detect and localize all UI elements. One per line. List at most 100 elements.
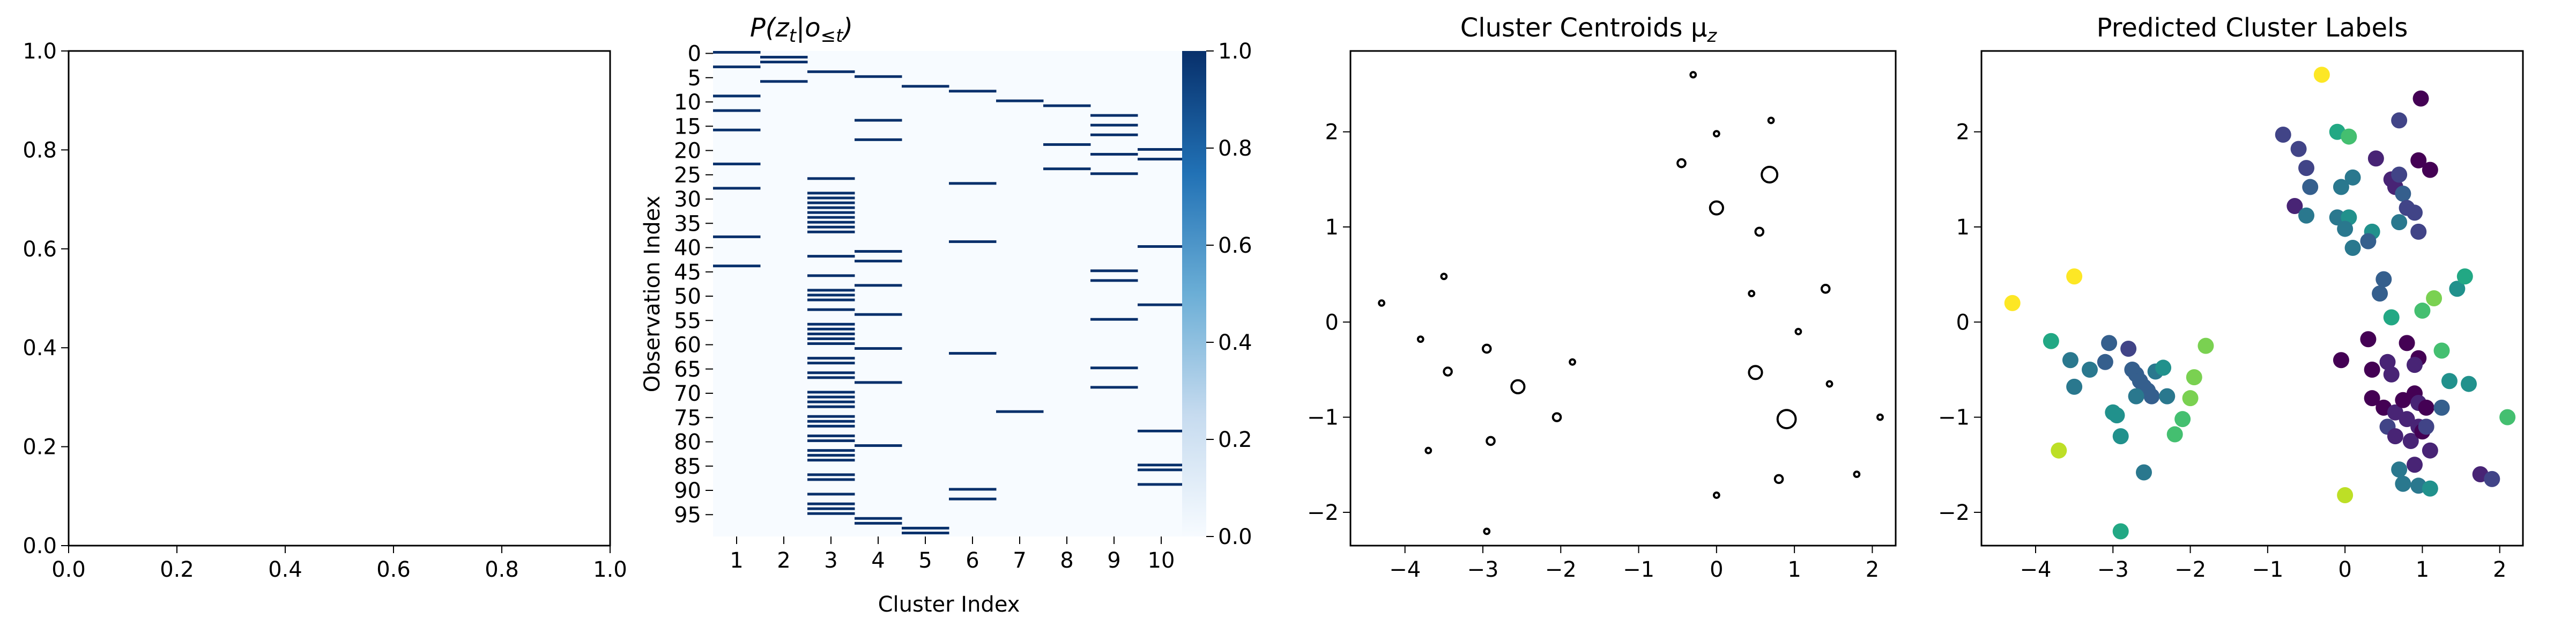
label-point — [2367, 150, 2384, 167]
heatmap-cell — [807, 274, 855, 277]
colorbar-ticks: 0.0 0.2 0.4 0.6 0.8 1.0 — [1206, 39, 1252, 549]
x-tick-label: 8 — [1060, 548, 1073, 573]
label-point — [2461, 376, 2477, 392]
label-point — [2391, 166, 2408, 183]
y-tick-label: 75 — [674, 406, 701, 430]
centroid-point — [1825, 380, 1833, 388]
heatmap-cell — [1043, 104, 1091, 107]
x-tick-label: −1 — [2252, 557, 2283, 582]
y-tick-label: 15 — [674, 114, 701, 139]
heatmap-cell — [713, 94, 761, 98]
y-tick-label: 90 — [674, 479, 701, 503]
label-point — [2360, 233, 2377, 249]
label-point — [2341, 128, 2357, 145]
heatmap-cell — [855, 347, 902, 350]
label-point — [2120, 340, 2137, 357]
heatmap-cell — [807, 342, 855, 345]
y-tick-label: 10 — [674, 90, 701, 115]
label-point — [2422, 480, 2438, 497]
heatmap-cell — [1090, 133, 1138, 136]
centroids-frame — [1349, 50, 1897, 547]
label-point — [2337, 221, 2354, 237]
x-tick-label: −2 — [1545, 557, 1577, 582]
x-tick-label: 1 — [730, 548, 743, 573]
label-point — [2418, 399, 2434, 416]
label-point — [2364, 361, 2380, 378]
label-point — [2082, 361, 2098, 378]
heatmap-cell — [949, 240, 997, 243]
labels-title: Predicted Cluster Labels — [2097, 13, 2408, 43]
y-tick-label: −2 — [1938, 501, 1970, 525]
centroid-point — [1767, 116, 1775, 124]
label-point — [2418, 418, 2434, 435]
label-point — [2407, 357, 2423, 373]
centroids-title: Cluster Centroids μz — [1460, 13, 1718, 47]
heatmap-cell — [855, 260, 902, 263]
heatmap-cell — [855, 444, 902, 447]
label-point — [2499, 409, 2516, 425]
heatmap-cell — [807, 70, 855, 74]
label-point — [2449, 281, 2466, 297]
label-point — [2143, 388, 2160, 405]
heatmap-cell — [807, 221, 855, 224]
heatmap-cell — [807, 454, 855, 457]
heatmap-cell — [1138, 483, 1185, 486]
centroid-point — [1440, 273, 1448, 281]
y-tick-label: 55 — [674, 308, 701, 333]
label-point — [2066, 378, 2083, 395]
centroid-point — [1754, 226, 1765, 237]
label-point — [2112, 428, 2129, 445]
heatmap-cell — [807, 507, 855, 510]
heatmap-cell — [713, 128, 761, 131]
x-tick-label: −3 — [1467, 557, 1499, 582]
label-point — [2387, 428, 2403, 445]
label-point — [2407, 204, 2423, 221]
heatmap-cell — [807, 201, 855, 204]
empty-axes-ticks: 0.0 0.2 0.4 0.6 0.8 1.0 0.0 0.2 0.4 0.6 0.8 1.0 — [23, 39, 627, 582]
label-point — [2112, 523, 2129, 540]
x-tick-label: 0.4 — [268, 557, 302, 582]
label-point — [2062, 352, 2078, 369]
y-tick-label: 95 — [674, 503, 701, 527]
label-point — [2412, 90, 2429, 107]
heatmap-cell — [902, 85, 949, 88]
heatmap-cell — [1043, 167, 1091, 171]
x-tick-label: −1 — [1623, 557, 1654, 582]
heatmap-cell — [807, 211, 855, 214]
label-point — [2414, 303, 2431, 319]
label-point — [2422, 442, 2438, 459]
centroid-point — [1761, 166, 1779, 183]
x-tick-label: 10 — [1148, 548, 1175, 573]
label-point — [2159, 388, 2176, 405]
label-point — [2422, 161, 2438, 178]
heatmap-cell — [807, 434, 855, 437]
centroid-point — [1709, 200, 1724, 216]
label-point — [2333, 179, 2349, 195]
heatmap-cells — [713, 51, 1185, 534]
label-point — [2433, 342, 2450, 359]
label-point — [2287, 198, 2303, 215]
y-tick-label: 85 — [674, 454, 701, 479]
x-tick-label: 1 — [2416, 557, 2429, 582]
centroid-point — [1853, 471, 1861, 478]
centroid-points — [1378, 71, 1884, 535]
heatmap-cell — [1138, 245, 1185, 248]
y-tick-label: 2 — [1325, 120, 1339, 145]
centroid-point — [1773, 474, 1784, 484]
heatmap-cell — [855, 250, 902, 253]
centroid-point — [1876, 413, 1884, 421]
y-tick-label: 70 — [674, 381, 701, 406]
heatmap-cell — [713, 264, 761, 268]
label-point — [2186, 369, 2202, 386]
label-point — [2155, 359, 2172, 376]
label-point — [2302, 179, 2319, 195]
colorbar-tick-label: 1.0 — [1218, 39, 1252, 64]
label-point — [2298, 207, 2314, 224]
centroid-point — [1486, 436, 1496, 446]
x-tick-label: 5 — [918, 548, 932, 573]
label-point — [2128, 388, 2144, 405]
heatmap-cell — [807, 420, 855, 423]
heatmap-cell — [713, 109, 761, 112]
label-point — [2407, 457, 2423, 473]
heatmap-cell — [807, 439, 855, 442]
